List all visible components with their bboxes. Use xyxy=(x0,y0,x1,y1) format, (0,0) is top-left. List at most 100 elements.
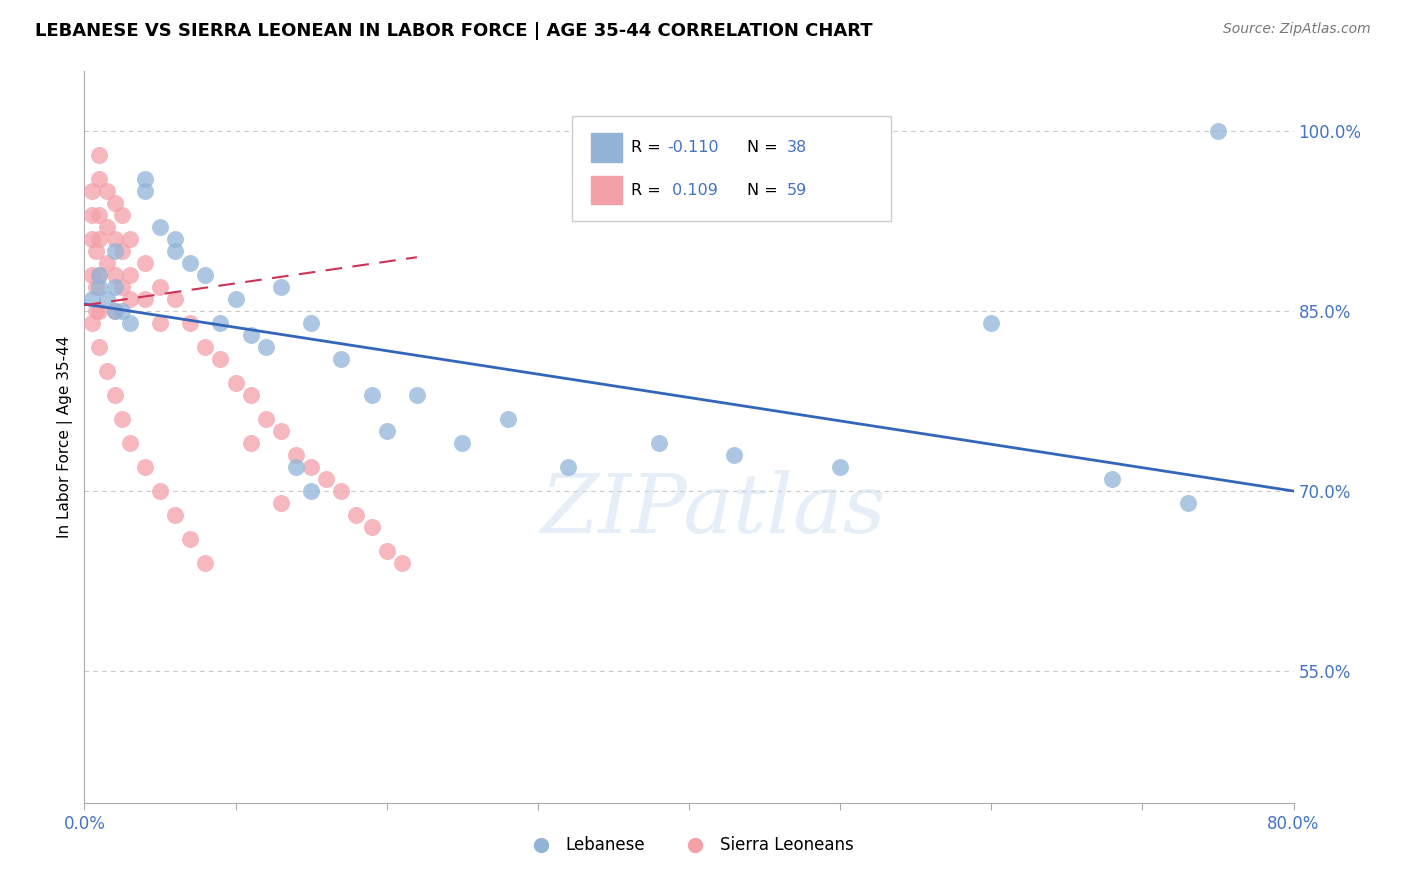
Point xyxy=(89,304,111,318)
Point xyxy=(80,292,103,306)
Point xyxy=(149,483,172,498)
Point xyxy=(80,208,103,222)
Point xyxy=(1206,124,1229,138)
Text: Source: ZipAtlas.com: Source: ZipAtlas.com xyxy=(1223,22,1371,37)
Point xyxy=(270,280,292,294)
Text: N =: N = xyxy=(747,140,783,155)
Point xyxy=(299,460,322,475)
Point xyxy=(80,184,103,198)
Point xyxy=(209,316,232,330)
Point xyxy=(239,436,262,450)
Point xyxy=(111,280,134,294)
Point xyxy=(89,280,111,294)
Point xyxy=(330,352,353,367)
Point xyxy=(830,460,852,475)
Point xyxy=(96,292,118,306)
Point xyxy=(89,268,111,283)
Point xyxy=(111,244,134,259)
Point xyxy=(96,184,118,198)
Point xyxy=(980,316,1002,330)
Point xyxy=(89,232,111,246)
Point xyxy=(149,220,172,235)
Point xyxy=(134,256,156,270)
Point xyxy=(391,556,413,570)
Text: -0.110: -0.110 xyxy=(668,140,718,155)
Point xyxy=(315,472,337,486)
Point xyxy=(165,232,187,246)
Point xyxy=(86,244,108,259)
Point xyxy=(165,244,187,259)
Point xyxy=(360,520,382,534)
Point xyxy=(134,460,156,475)
Point xyxy=(118,268,141,283)
Point xyxy=(648,436,671,450)
Point xyxy=(118,232,141,246)
Point xyxy=(330,483,353,498)
Point xyxy=(299,316,322,330)
Point xyxy=(375,424,398,438)
Point xyxy=(86,304,108,318)
Point xyxy=(194,268,217,283)
Point xyxy=(104,388,127,402)
Point xyxy=(111,412,134,426)
Point xyxy=(104,304,127,318)
Text: N =: N = xyxy=(747,183,783,197)
Point xyxy=(80,232,103,246)
Point xyxy=(179,532,201,546)
Point xyxy=(346,508,368,522)
Point xyxy=(165,508,187,522)
Point xyxy=(209,352,232,367)
Point xyxy=(360,388,382,402)
Point xyxy=(134,184,156,198)
Point xyxy=(96,364,118,378)
Text: R =: R = xyxy=(631,183,665,197)
Point xyxy=(104,244,127,259)
Point xyxy=(285,448,308,462)
Point xyxy=(134,172,156,186)
Point xyxy=(80,316,103,330)
Point xyxy=(270,424,292,438)
Point xyxy=(104,232,127,246)
Point xyxy=(89,208,111,222)
Point xyxy=(104,280,127,294)
Point xyxy=(225,292,247,306)
Point xyxy=(375,544,398,558)
Point xyxy=(149,316,172,330)
Point xyxy=(104,268,127,283)
Y-axis label: In Labor Force | Age 35-44: In Labor Force | Age 35-44 xyxy=(58,336,73,538)
Text: 0.109: 0.109 xyxy=(668,183,718,197)
Point xyxy=(118,316,141,330)
Point xyxy=(89,268,111,283)
Point xyxy=(80,268,103,283)
Point xyxy=(111,208,134,222)
Point xyxy=(285,460,308,475)
Point xyxy=(118,292,141,306)
Legend: Lebanese, Sierra Leoneans: Lebanese, Sierra Leoneans xyxy=(517,829,860,860)
Point xyxy=(406,388,429,402)
Point xyxy=(254,340,277,354)
Point xyxy=(1177,496,1199,510)
Point xyxy=(179,256,201,270)
Point xyxy=(239,388,262,402)
Point xyxy=(134,292,156,306)
Point xyxy=(270,496,292,510)
Point xyxy=(149,280,172,294)
Point xyxy=(89,148,111,162)
Point xyxy=(96,220,118,235)
Point xyxy=(239,328,262,343)
Text: 38: 38 xyxy=(786,140,807,155)
Point xyxy=(225,376,247,391)
Point xyxy=(96,256,118,270)
Point xyxy=(104,196,127,211)
Point xyxy=(194,340,217,354)
Text: 59: 59 xyxy=(786,183,807,197)
Point xyxy=(89,172,111,186)
Point xyxy=(179,316,201,330)
Point xyxy=(254,412,277,426)
Text: R =: R = xyxy=(631,140,665,155)
Point xyxy=(118,436,141,450)
Text: LEBANESE VS SIERRA LEONEAN IN LABOR FORCE | AGE 35-44 CORRELATION CHART: LEBANESE VS SIERRA LEONEAN IN LABOR FORC… xyxy=(35,22,873,40)
Point xyxy=(111,304,134,318)
Point xyxy=(165,292,187,306)
Point xyxy=(723,448,745,462)
